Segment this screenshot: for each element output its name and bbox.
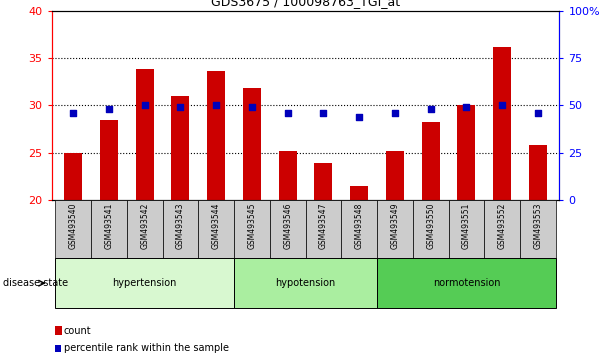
Text: disease state: disease state	[3, 278, 68, 288]
Point	[211, 103, 221, 108]
Text: percentile rank within the sample: percentile rank within the sample	[64, 343, 229, 353]
Bar	[377, 200, 413, 258]
Text: GSM493549: GSM493549	[390, 203, 399, 250]
Point	[319, 110, 328, 116]
Text: GSM493541: GSM493541	[105, 203, 113, 249]
Bar	[136, 69, 154, 200]
Bar	[386, 151, 404, 200]
Point	[283, 110, 292, 116]
Text: count: count	[64, 326, 91, 336]
Bar	[234, 258, 377, 308]
Bar	[350, 186, 368, 200]
Point	[140, 103, 150, 108]
Point	[461, 104, 471, 110]
Bar	[341, 200, 377, 258]
Bar	[171, 96, 189, 200]
Point	[390, 110, 400, 116]
Point	[68, 110, 78, 116]
Text: GSM493551: GSM493551	[462, 203, 471, 249]
Text: hypotension: hypotension	[275, 278, 336, 288]
Title: GDS3675 / 100098763_TGI_at: GDS3675 / 100098763_TGI_at	[211, 0, 400, 8]
Text: normotension: normotension	[433, 278, 500, 288]
Bar	[243, 88, 261, 200]
Bar	[234, 200, 270, 258]
Point	[497, 103, 507, 108]
Bar	[493, 47, 511, 200]
Text: GSM493542: GSM493542	[140, 203, 149, 249]
Bar	[529, 145, 547, 200]
Bar	[162, 200, 198, 258]
Text: GSM493544: GSM493544	[212, 203, 221, 250]
Bar	[314, 163, 333, 200]
Bar	[126, 200, 162, 258]
Bar	[100, 120, 118, 200]
Bar	[485, 200, 520, 258]
Bar	[64, 153, 82, 200]
Bar	[55, 258, 234, 308]
Text: GSM493553: GSM493553	[533, 203, 542, 250]
Bar	[55, 200, 91, 258]
Point	[104, 106, 114, 112]
Text: GSM493550: GSM493550	[426, 203, 435, 250]
Bar	[449, 200, 485, 258]
Text: GSM493546: GSM493546	[283, 203, 292, 250]
Point	[354, 114, 364, 120]
Point	[533, 110, 543, 116]
Bar	[377, 258, 556, 308]
Text: GSM493543: GSM493543	[176, 203, 185, 250]
Bar	[91, 200, 126, 258]
Bar	[198, 200, 234, 258]
Text: hypertension: hypertension	[112, 278, 177, 288]
Point	[176, 104, 185, 110]
Bar	[207, 71, 225, 200]
Text: GSM493552: GSM493552	[498, 203, 506, 249]
Text: GSM493547: GSM493547	[319, 203, 328, 250]
Text: GSM493548: GSM493548	[354, 203, 364, 249]
Point	[426, 106, 435, 112]
Bar	[520, 200, 556, 258]
Text: GSM493545: GSM493545	[247, 203, 257, 250]
Bar	[457, 105, 475, 200]
Bar	[306, 200, 341, 258]
Text: GSM493540: GSM493540	[69, 203, 78, 250]
Bar	[413, 200, 449, 258]
Bar	[270, 200, 306, 258]
Bar	[422, 122, 440, 200]
Point	[247, 104, 257, 110]
Bar	[278, 151, 297, 200]
